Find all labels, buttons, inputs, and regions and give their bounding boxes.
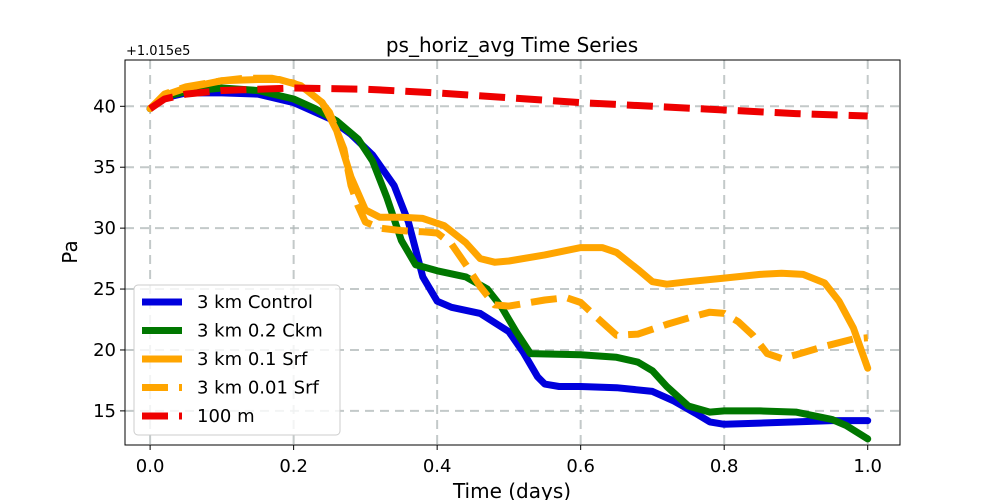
x-tick-label: 1.0 xyxy=(853,456,882,477)
x-tick-label: 0.6 xyxy=(566,456,595,477)
legend-label: 3 km 0.2 Ckm xyxy=(197,321,323,342)
legend-label: 3 km 0.01 Srf xyxy=(197,378,319,399)
y-tick-label: 15 xyxy=(93,401,116,422)
y-tick-label: 25 xyxy=(93,279,116,300)
legend-label: 3 km 0.1 Srf xyxy=(197,349,308,370)
y-axis-label: Pa xyxy=(58,240,82,263)
x-tick-label: 0.4 xyxy=(423,456,452,477)
y-axis-offset-text: +1.015e5 xyxy=(126,44,190,59)
y-axis-ticks: 15 20 25 30 35 40 xyxy=(93,96,125,422)
series-layer xyxy=(146,74,872,443)
plot-frame xyxy=(124,59,901,446)
chart-title: ps_horiz_avg Time Series xyxy=(386,33,638,57)
y-tick-label: 40 xyxy=(93,96,116,117)
legend: 3 km Control 3 km 0.2 Ckm 3 km 0.1 Srf 3 km… xyxy=(133,284,341,436)
x-tick-label: 0.2 xyxy=(279,456,308,477)
series-line xyxy=(148,84,868,120)
y-tick-label: 35 xyxy=(93,157,116,178)
x-tick-label: 0.8 xyxy=(710,456,739,477)
x-axis-ticks: 0.0 0.2 0.4 0.6 0.8 1.0 xyxy=(136,445,882,477)
x-axis-label: Time (days) xyxy=(452,479,571,500)
x-tick-label: 0.0 xyxy=(136,456,165,477)
legend-label: 3 km Control xyxy=(197,292,313,313)
legend-label: 100 m xyxy=(197,406,255,427)
y-tick-label: 30 xyxy=(93,218,116,239)
legend-box xyxy=(133,284,341,436)
series-line xyxy=(146,84,872,443)
y-tick-label: 20 xyxy=(93,340,116,361)
